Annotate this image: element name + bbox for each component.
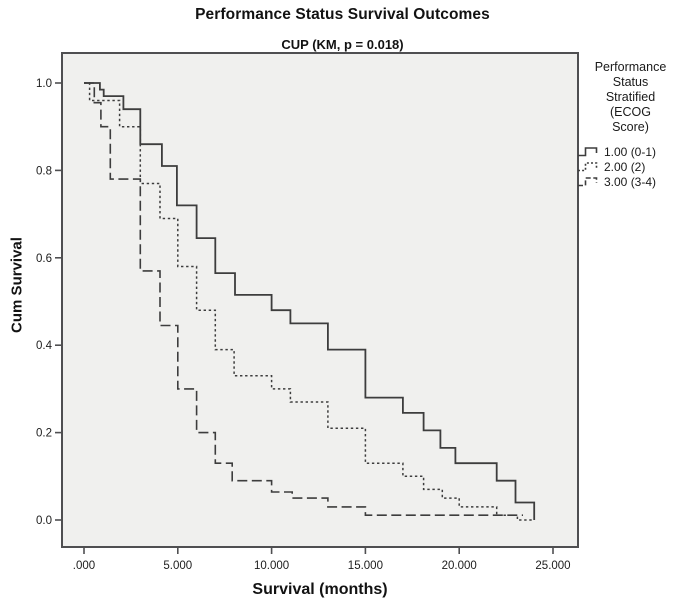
x-tick-label: 5.000	[163, 560, 192, 572]
y-tick-label: 0.0	[36, 515, 52, 527]
plot-area	[62, 53, 578, 547]
y-tick-label: 0.8	[36, 165, 52, 177]
legend-entry-label: 2.00 (2)	[604, 159, 646, 174]
km-curve-dashed-ecog-3-4	[84, 82, 523, 516]
km-curve-solid-ecog-0-1	[84, 82, 536, 520]
x-tick-label: 10.000	[254, 560, 289, 572]
legend-entry-label: 1.00 (0-1)	[604, 144, 657, 159]
plot-frame	[61, 52, 579, 548]
y-axis-title: Cum Survival	[8, 237, 26, 333]
x-tick-label: 15.000	[348, 560, 383, 572]
legend-title: Performance Status Stratified (ECOG Scor…	[594, 60, 667, 134]
legend-entry-dashed: 3.00 (3-4)	[577, 174, 684, 189]
y-tick-label: 1.0	[36, 78, 52, 90]
chart-subtitle: CUP (KM, p = 0.018)	[281, 37, 404, 52]
chart-title: Performance Status Survival Outcomes	[195, 6, 490, 23]
x-tick-label: 25.000	[535, 560, 570, 572]
x-tick-label: .000	[73, 560, 95, 572]
x-tick-label: 20.000	[442, 560, 477, 572]
legend-entry-dotted: 2.00 (2)	[577, 159, 684, 174]
legend-entry-solid: 1.00 (0-1)	[577, 144, 684, 159]
y-tick-label: 0.4	[36, 340, 53, 352]
legend: Performance Status Stratified (ECOG Scor…	[577, 60, 684, 189]
dashed-line-glyph-icon	[578, 177, 598, 187]
y-tick-label: 0.6	[36, 253, 52, 265]
x-axis-title: Survival (months)	[252, 581, 388, 598]
legend-entry-label: 3.00 (3-4)	[604, 174, 657, 189]
y-tick-label: 0.2	[36, 428, 52, 440]
legend-entries: 1.00 (0-1) 2.00 (2) 3.00 (3-4)	[577, 144, 684, 189]
dotted-line-glyph-icon	[578, 162, 598, 172]
solid-line-glyph-icon	[578, 147, 598, 157]
km-curve-dotted-ecog-2	[84, 82, 535, 521]
